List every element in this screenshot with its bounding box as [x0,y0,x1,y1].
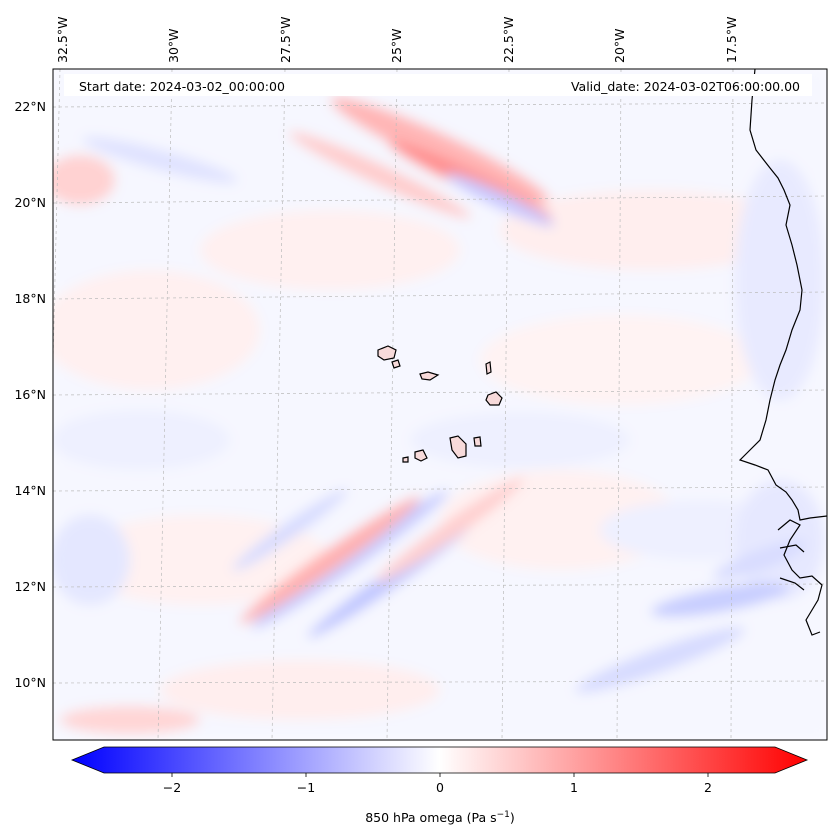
lat-label: 22°N [14,99,46,114]
colorbar-tick-label: 2 [704,780,712,795]
island-brava [402,456,409,463]
lat-label: 14°N [14,483,46,498]
island-santo-antao [377,345,397,361]
valid-date-label: Valid_date: 2024-03-02T06:00:00.00 [571,79,800,94]
lon-tick-labels: 32.5°W 30°W 27.5°W 25°W 22.5°W 20°W 17.5… [55,17,739,63]
colorbar-tick-label: 0 [436,780,444,795]
colorbar-ticks [171,773,709,777]
island-maio [473,436,482,447]
lat-label: 16°N [14,387,46,402]
omega-field [53,69,827,740]
island-sal [485,361,492,375]
lat-label: 10°N [14,675,46,690]
colorbar-tick-label: −2 [163,780,181,795]
cape-verde-islands [377,345,503,463]
header-box [64,74,812,96]
coastlines [738,69,827,636]
start-date-label: Start date: 2024-03-02_00:00:00 [79,79,285,94]
africa-coastline [738,69,827,521]
island-sao-nicolau [419,371,440,381]
colorbar-tick-label: −1 [297,780,315,795]
colorbar: −2 −1 0 1 2 850 hPa omega (Pa s−1) [70,746,809,825]
lat-label: 12°N [14,579,46,594]
lon-label: 20°W [612,28,627,63]
lon-label: 30°W [166,28,181,63]
lon-label: 32.5°W [55,17,70,63]
lon-label: 27.5°W [278,17,293,63]
colorbar-tick-label: 1 [570,780,578,795]
lat-label: 20°N [14,195,46,210]
lon-label: 17.5°W [724,17,739,63]
gridlines [53,69,827,740]
lon-label: 25°W [389,28,404,63]
lon-label: 22.5°W [501,17,516,63]
colorbar-bar [70,746,809,774]
island-fogo [414,449,428,462]
island-sao-vicente [391,359,401,369]
lat-tick-labels: 22°N 20°N 18°N 16°N 14°N 12°N 10°N [14,99,46,690]
colorbar-title: 850 hPa omega (Pa s−1) [365,810,515,825]
island-boa-vista [485,391,503,406]
lat-label: 18°N [14,291,46,306]
island-santiago [449,435,467,459]
map-border [52,68,828,741]
